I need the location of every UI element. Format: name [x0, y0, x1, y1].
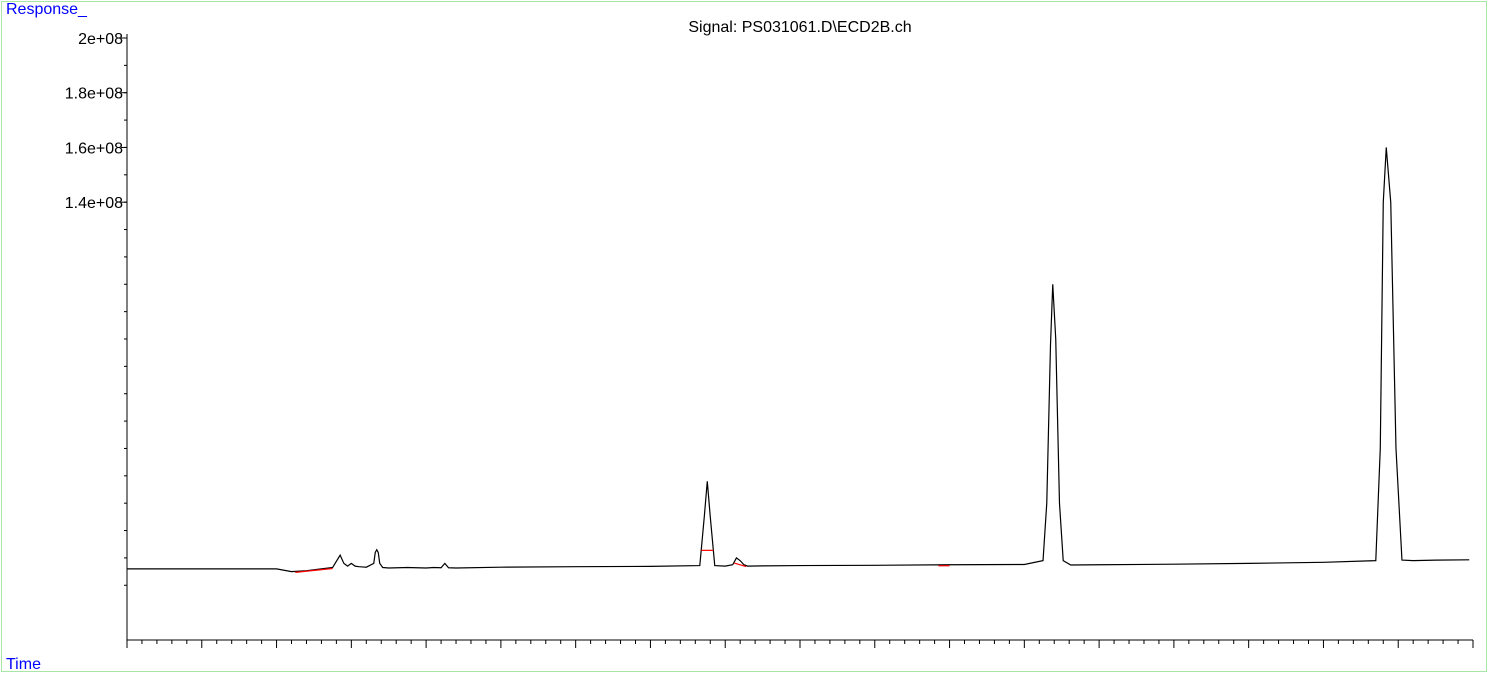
y-tick-label: 1.8e+08: [65, 86, 123, 103]
y-tick-label: 1.6e+08: [65, 140, 123, 157]
chart-title: Signal: PS031061.D\ECD2B.ch: [688, 19, 912, 36]
y-tick-label: 1.4e+08: [65, 195, 123, 212]
baseline-marker: [295, 567, 333, 573]
y-axis-label: Response_: [6, 1, 87, 18]
x-axis-label: Time: [6, 656, 41, 673]
signal-trace-0: [127, 147, 1470, 573]
baseline-marker: [734, 562, 747, 568]
y-tick-label: 2e+08: [78, 31, 123, 48]
